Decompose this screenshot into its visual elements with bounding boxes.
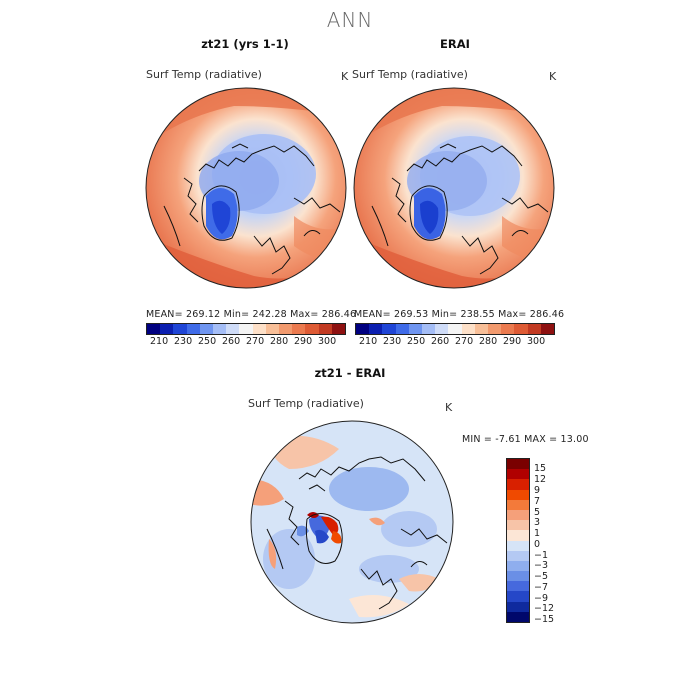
panel-2-tick-5: 280 [479,336,498,347]
panel-2-colorbar-swatch [540,324,555,334]
panel-3-polar-map [250,420,454,624]
panel-2-tick-3: 260 [431,336,450,347]
panel-1-tick-4: 270 [246,336,265,347]
panel-3-colorbar-swatch [507,560,529,572]
panel-2-tick-2: 250 [407,336,426,347]
panel-1-tick-5: 280 [270,336,289,347]
panel-1-colorbar-swatch [199,324,214,334]
panel-3-colorbar-swatch [507,571,529,582]
panel-2-colorbar-swatch [369,324,383,334]
panel-3-tick-14: −15 [534,614,555,625]
panel-2-colorbar-swatch [395,324,409,334]
panel-1-tick-1: 230 [174,336,193,347]
panel-3-colorbar-ticks: 15 12 9 7 5 3 1 0 −1 −3 −5 −7 −9 −12 −15 [534,458,574,628]
panel-2-colorbar-swatch [474,324,489,334]
panel-1-field-label: Surf Temp (radiative) [146,68,262,81]
panel-3-colorbar-swatch [507,469,529,480]
panel-3-field-label: Surf Temp (radiative) [248,397,364,410]
panel-1-colorbar-swatch [147,324,161,334]
panel-1-polar-map [145,87,347,289]
panel-3-colorbar-swatch [507,540,529,551]
panel-2-title: ERAI [440,37,470,51]
panel-2-colorbar-swatch [448,324,462,334]
panel-1-colorbar-swatch [318,324,332,334]
panel-2-colorbar-swatch [422,324,436,334]
panel-3-tick-9: −3 [534,560,549,571]
panel-2-colorbar-swatch [527,324,541,334]
panel-2-colorbar-swatch [488,324,502,334]
panel-3-tick-5: 3 [534,517,541,528]
panel-3-tick-0: 15 [534,463,547,474]
panel-2-polar-map [353,87,555,289]
panel-3-colorbar-swatch [507,520,529,531]
panel-2-colorbar-swatch [382,324,396,334]
panel-3-colorbar-swatch [507,509,529,521]
panel-3-colorbar [506,458,530,623]
panel-2-colorbar-swatch [435,324,449,334]
panel-1-tick-2: 250 [198,336,217,347]
panel-1-tick-0: 210 [150,336,169,347]
panel-2-colorbar [355,323,555,335]
panel-3-stats: MIN = -7.61 MAX = 13.00 [462,434,589,445]
panel-3-colorbar-swatch [507,550,529,561]
panel-3-colorbar-swatch [507,489,529,500]
panel-2-colorbar-swatch [514,324,528,334]
panel-2-stats: MEAN= 269.53 Min= 238.55 Max= 286.46 [354,309,565,320]
panel-1-colorbar-swatch [213,324,227,334]
panel-1-colorbar-swatch [252,324,266,334]
panel-2-unit: K [549,70,557,83]
panel-3-colorbar-swatch [507,581,529,592]
panel-1-colorbar-swatch [292,324,306,334]
panel-1-colorbar-swatch [331,324,346,334]
panel-1-colorbar-swatch [279,324,293,334]
panel-1-colorbar-swatch [239,324,253,334]
panel-3-title: zt21 - ERAI [314,366,386,380]
panel-3-colorbar-swatch [507,591,529,602]
panel-2-tick-7: 300 [527,336,546,347]
panel-3-colorbar-swatch [507,530,529,541]
panel-1-colorbar-swatch [226,324,240,334]
panel-2-colorbar-swatch [461,324,475,334]
panel-1-colorbar-swatch [173,324,187,334]
panel-3-tick-3: 7 [534,496,541,507]
panel-3-colorbar-swatch [507,459,529,470]
panel-2-colorbar-swatch [501,324,515,334]
panel-1-tick-6: 290 [294,336,313,347]
panel-3-tick-12: −9 [534,593,549,604]
panel-3-unit: K [445,401,453,414]
panel-1-colorbar [146,323,346,335]
panel-1-tick-7: 300 [318,336,337,347]
panel-1-title: zt21 (yrs 1-1) [201,37,289,51]
panel-1-unit: K [341,70,349,83]
panel-3-colorbar-swatch [507,611,529,622]
panel-2-tick-0: 210 [359,336,378,347]
panel-1-stats: MEAN= 269.12 Min= 242.28 Max= 286.46 [146,309,357,320]
panel-3-tick-7: 0 [534,539,541,550]
panel-1-colorbar-swatch [305,324,319,334]
panel-3-tick-6: 1 [534,528,541,539]
panel-3-colorbar-swatch [507,601,529,612]
panel-3-tick-13: −12 [534,603,555,614]
panel-3-tick-4: 5 [534,507,541,518]
panel-3-tick-10: −5 [534,571,549,582]
panel-3-colorbar-swatch [507,499,529,510]
panel-1-tick-3: 260 [222,336,241,347]
panel-3-colorbar-swatch [507,479,529,490]
panel-2-field-label: Surf Temp (radiative) [352,68,468,81]
panel-2-colorbar-swatch [356,324,370,334]
panel-1-colorbar-swatch [186,324,200,334]
panel-2-colorbar-swatch [408,324,423,334]
panel-1-colorbar-swatch [160,324,174,334]
panel-2-tick-1: 230 [383,336,402,347]
panel-2-tick-6: 290 [503,336,522,347]
panel-1-colorbar-swatch [265,324,280,334]
panel-3-tick-1: 12 [534,474,547,485]
figure-title: ANN [326,8,374,32]
panel-3-tick-2: 9 [534,485,541,496]
panel-3-tick-8: −1 [534,550,549,561]
panel-3-tick-11: −7 [534,582,549,593]
panel-2-tick-4: 270 [455,336,474,347]
